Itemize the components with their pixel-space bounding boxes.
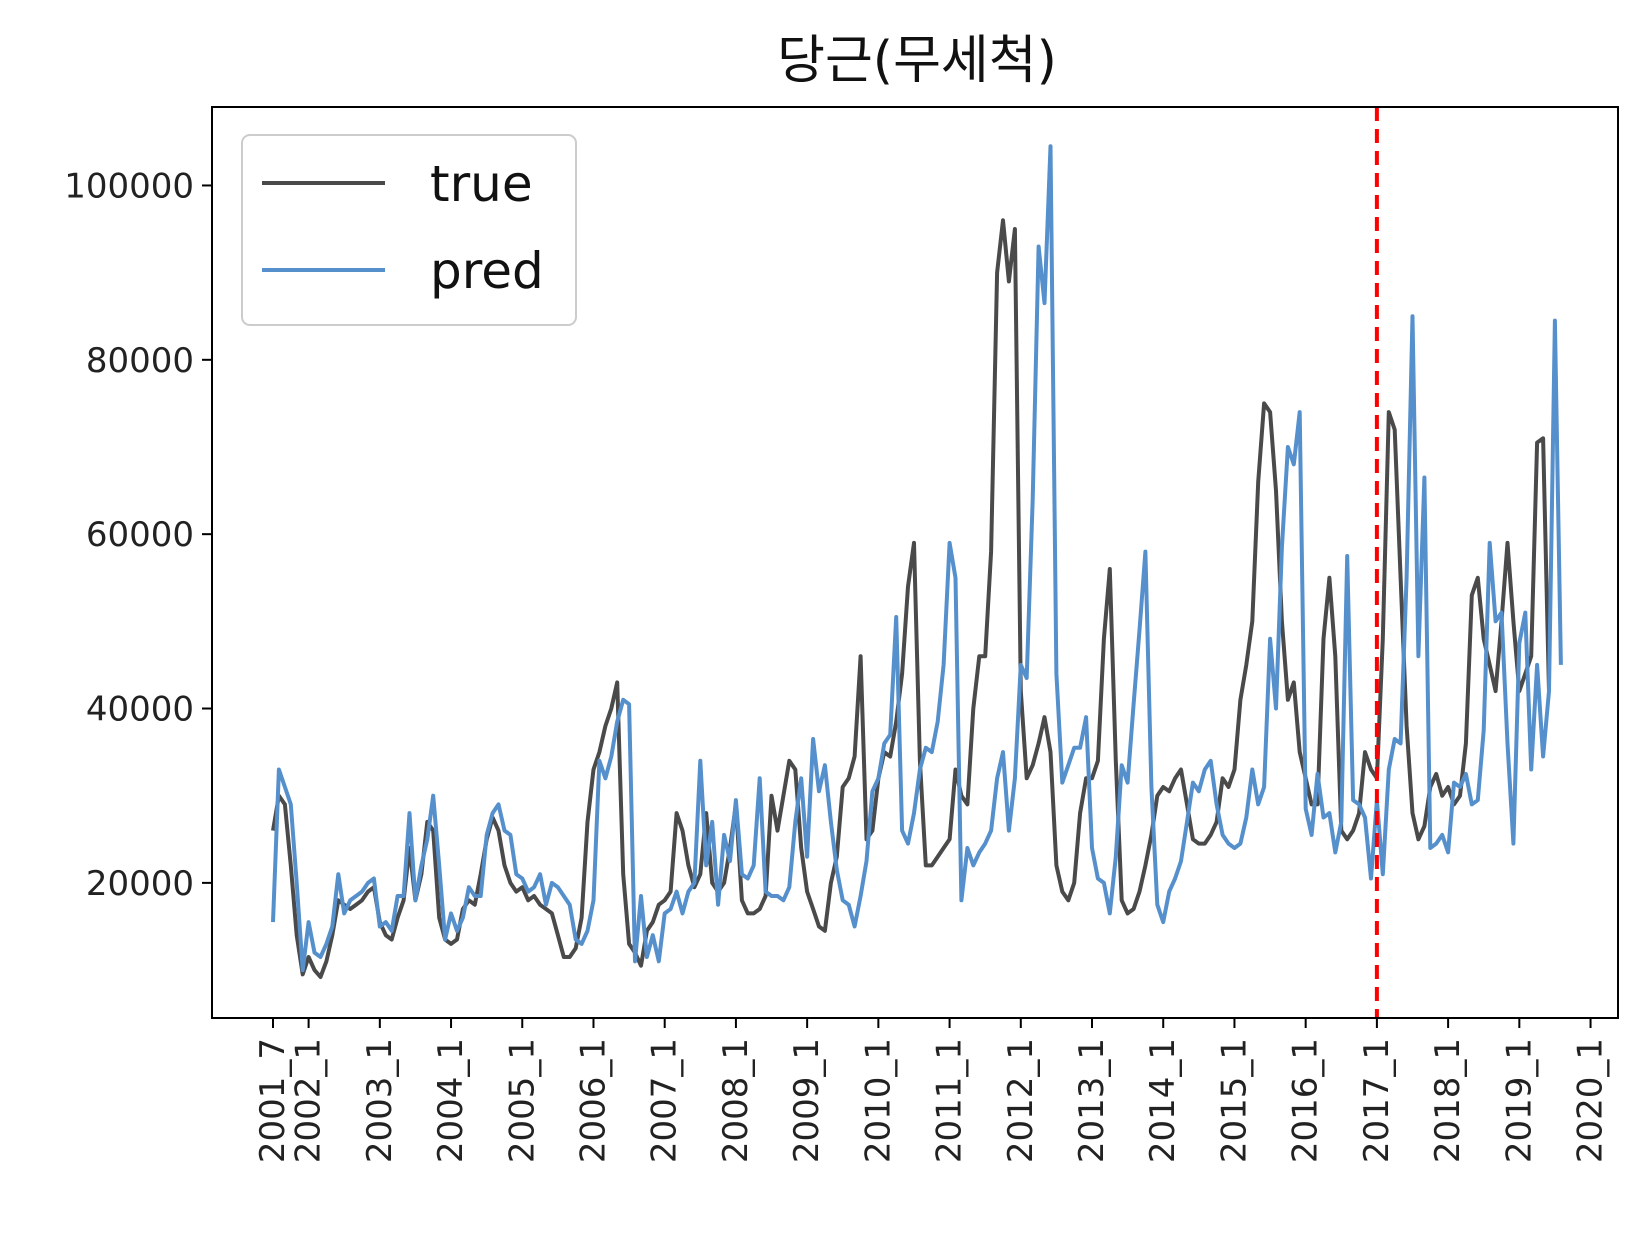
x-tick-label: 2014_1 — [1143, 1038, 1183, 1163]
x-tick-label: 2019_1 — [1499, 1038, 1539, 1163]
x-tick-label: 2003_1 — [360, 1038, 400, 1163]
legend-label-true: true — [430, 155, 533, 213]
legend-label-pred: pred — [430, 242, 544, 300]
x-tick-label: 2017_1 — [1357, 1038, 1397, 1163]
x-tick-label: 2020_1 — [1571, 1038, 1611, 1163]
y-axis: 20000 40000 60000 80000 100000 — [64, 166, 212, 904]
x-tick-label: 2013_1 — [1072, 1038, 1112, 1163]
series-line-pred — [271, 144, 1563, 973]
x-tick-label: 2009_1 — [787, 1038, 827, 1163]
plot-frame — [211, 106, 1619, 1019]
x-tick-label: 2005_1 — [502, 1038, 542, 1163]
series-line-true — [271, 218, 1551, 979]
plot-area — [271, 107, 1563, 1018]
x-tick-label: 2004_1 — [431, 1038, 471, 1163]
x-tick-label: 2016_1 — [1286, 1038, 1326, 1163]
y-tick-label: 20000 — [86, 864, 194, 904]
x-tick-label: 2001_7 — [253, 1038, 293, 1163]
x-tick-label: 2018_1 — [1428, 1038, 1468, 1163]
x-tick-label: 2015_1 — [1214, 1038, 1254, 1163]
x-tick-label: 2002_1 — [289, 1038, 329, 1163]
y-tick-label: 40000 — [86, 690, 194, 730]
y-tick-label: 60000 — [86, 515, 194, 555]
chart-title: 당근(무세척) — [777, 31, 1057, 91]
x-tick-label: 2006_1 — [573, 1038, 613, 1163]
legend: true pred — [241, 134, 577, 326]
y-tick-label: 80000 — [86, 341, 194, 381]
x-tick-label: 2008_1 — [716, 1038, 756, 1163]
x-tick-label: 2010_1 — [858, 1038, 898, 1163]
y-tick-label: 100000 — [64, 166, 194, 206]
x-tick-label: 2007_1 — [645, 1038, 685, 1163]
x-tick-label: 2011_1 — [930, 1038, 970, 1163]
x-tick-label: 2012_1 — [1001, 1038, 1041, 1163]
